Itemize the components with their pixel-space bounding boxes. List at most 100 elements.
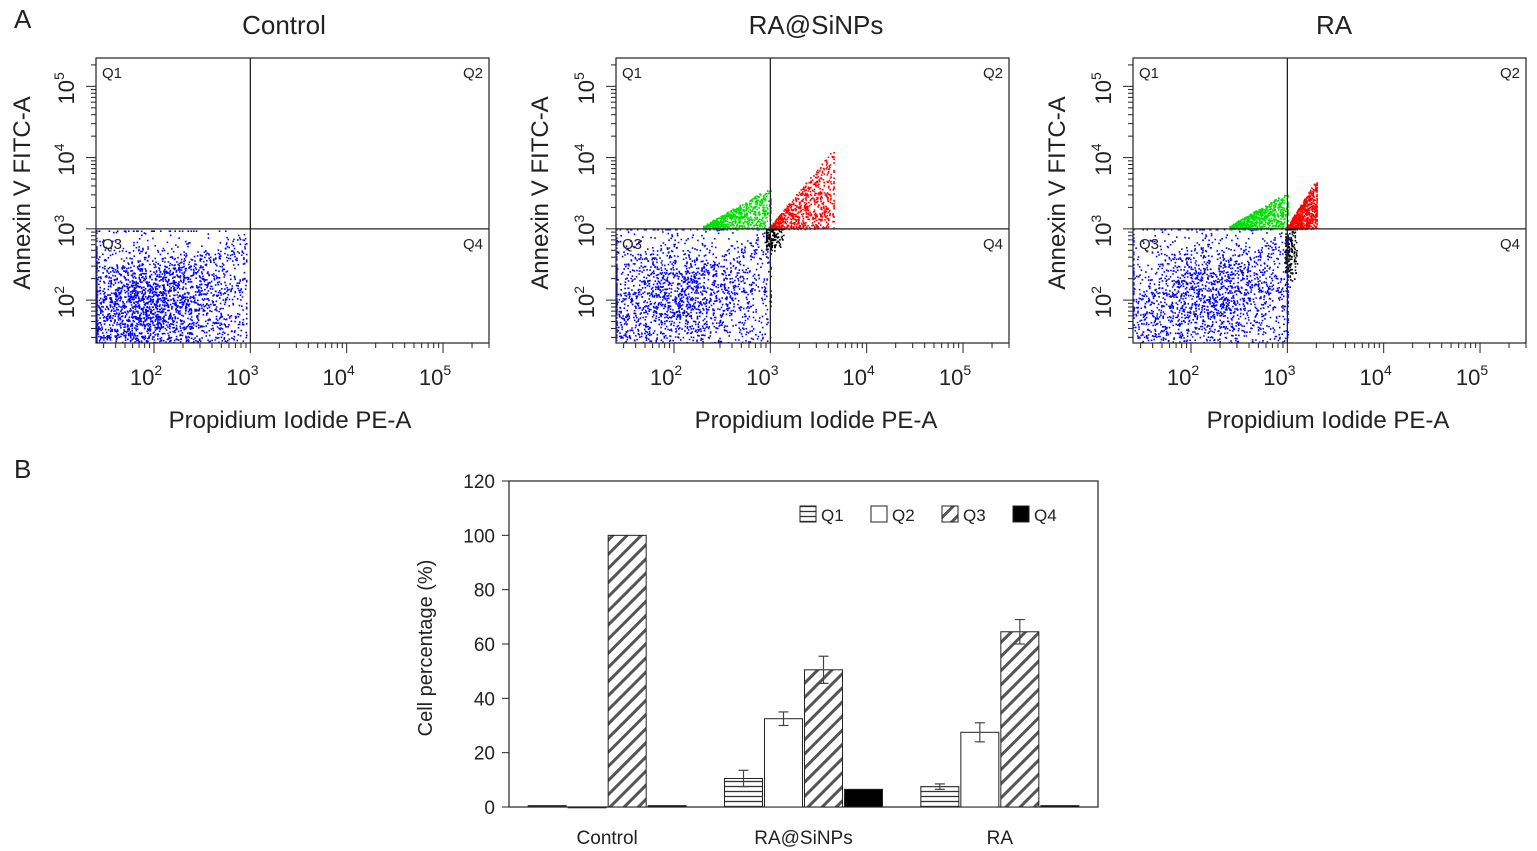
panel-label-b: B bbox=[14, 454, 31, 484]
y-tick-label: 120 bbox=[463, 472, 495, 493]
scatter-dots bbox=[1285, 228, 1299, 290]
y-tick-label: 102 bbox=[1088, 286, 1116, 318]
y-tick-label: 105 bbox=[1088, 72, 1116, 104]
bar-q3 bbox=[607, 534, 647, 808]
population-q1 bbox=[703, 190, 772, 231]
y-tick-label: 103 bbox=[1088, 215, 1116, 247]
scatter-dots bbox=[616, 228, 772, 343]
y-tick-label: 103 bbox=[51, 215, 79, 247]
y-tick-label: 104 bbox=[1088, 143, 1116, 175]
flow-plot-ra-sinps: RA@SiNPs Q1 Q2 Q3 Q4 102 103 104 105 102 103 104 10… bbox=[527, 10, 1010, 434]
y-axis-label: Annexin V FITC-A bbox=[1044, 96, 1071, 289]
x-tick-label: 104 bbox=[1360, 362, 1392, 390]
y-tick-label: 102 bbox=[571, 286, 599, 318]
legend-swatch-q4 bbox=[1012, 505, 1030, 523]
legend-label-q3: Q3 bbox=[963, 506, 986, 525]
y-tick-label: 100 bbox=[463, 526, 495, 547]
y-tick-label: 103 bbox=[571, 215, 599, 247]
quadrant-label-q2: Q2 bbox=[463, 65, 483, 82]
scatter-dots bbox=[96, 230, 248, 343]
x-category-label: Control bbox=[577, 828, 638, 849]
x-tick-label: 102 bbox=[1167, 362, 1199, 390]
bar-q2 bbox=[764, 718, 803, 808]
legend-swatch-q2 bbox=[870, 505, 888, 523]
scatter-dots bbox=[770, 152, 835, 231]
x-tick-label: 103 bbox=[746, 362, 778, 390]
quadrant-label-q3: Q3 bbox=[102, 236, 122, 253]
legend-swatch-q3 bbox=[941, 505, 959, 523]
quadrant-label-q4: Q4 bbox=[463, 236, 483, 253]
y-tick-label: 60 bbox=[474, 635, 495, 656]
scatter-dots bbox=[1133, 228, 1289, 343]
quadrant-label-q1: Q1 bbox=[102, 65, 122, 82]
x-tick-label: 105 bbox=[419, 362, 451, 390]
scatter-dots bbox=[1287, 182, 1318, 231]
bar-chart-cell-percentage: Cell percentage (%) 0 20 40 60 80 100 120 Contr… bbox=[415, 472, 1099, 849]
y-axis-label: Cell percentage (%) bbox=[415, 560, 437, 737]
population-q3 bbox=[1133, 228, 1289, 343]
quadrant-label-q2: Q2 bbox=[983, 65, 1003, 82]
flow-plot-title: Control bbox=[242, 10, 326, 40]
scatter-points bbox=[1133, 182, 1318, 343]
panel-label-a: A bbox=[14, 4, 32, 34]
population-q4 bbox=[765, 228, 785, 258]
quadrant-label-q4: Q4 bbox=[983, 236, 1003, 253]
legend-label-q1: Q1 bbox=[821, 506, 844, 525]
y-tick-label: 104 bbox=[51, 143, 79, 175]
flow-plot-ra: RA Q1 Q2 Q3 Q4 102 103 104 105 102 103 104 105 Prop… bbox=[1044, 10, 1527, 434]
y-axis-label: Annexin V FITC-A bbox=[527, 96, 554, 289]
flow-plot-title: RA@SiNPs bbox=[749, 10, 884, 40]
population-q3 bbox=[96, 230, 248, 343]
population-q3 bbox=[616, 228, 772, 343]
scatter-dots bbox=[765, 228, 785, 258]
x-tick-label: 105 bbox=[1456, 362, 1488, 390]
scatter-points bbox=[96, 230, 248, 343]
y-tick-label: 105 bbox=[571, 72, 599, 104]
scatter-dots bbox=[703, 190, 772, 231]
x-axis-label: Propidium Iodide PE-A bbox=[169, 407, 412, 434]
quadrant-label-q3: Q3 bbox=[1139, 236, 1159, 253]
x-category-label: RA@SiNPs bbox=[754, 828, 852, 849]
population-q4 bbox=[1285, 228, 1299, 290]
bar-q3 bbox=[1000, 631, 1040, 808]
y-tick-label: 20 bbox=[474, 744, 495, 765]
population-q1 bbox=[1229, 194, 1289, 231]
quadrant-label-q4: Q4 bbox=[1500, 236, 1520, 253]
flow-plot-title: RA bbox=[1316, 10, 1353, 40]
bar-q3 bbox=[804, 669, 843, 808]
bar-q4 bbox=[647, 805, 687, 808]
y-tick-label: 102 bbox=[51, 286, 79, 318]
x-tick-label: 104 bbox=[843, 362, 875, 390]
x-tick-label: 102 bbox=[650, 362, 682, 390]
legend-swatch-q1 bbox=[799, 505, 817, 523]
population-q2 bbox=[1287, 182, 1318, 231]
scatter-dots bbox=[1229, 194, 1289, 231]
bar-q2 bbox=[960, 731, 1000, 808]
y-axis-label: Annexin V FITC-A bbox=[9, 96, 36, 289]
x-tick-label: 103 bbox=[1263, 362, 1295, 390]
plot-border bbox=[1132, 57, 1527, 344]
y-tick-label: 80 bbox=[474, 581, 495, 602]
bar-q2 bbox=[567, 806, 607, 809]
x-axis-label: Propidium Iodide PE-A bbox=[1207, 407, 1450, 434]
plot-frame: Q1 Q2 Q3 Q4 102 103 104 105 102 103 104 105 bbox=[51, 57, 490, 390]
x-category-label: RA bbox=[987, 828, 1014, 849]
bar-q4 bbox=[844, 788, 883, 808]
x-tick-label: 102 bbox=[130, 362, 162, 390]
y-tick-label: 104 bbox=[571, 143, 599, 175]
scatter-points bbox=[616, 152, 835, 343]
legend-label-q4: Q4 bbox=[1034, 506, 1057, 525]
bar-q4 bbox=[1040, 805, 1080, 808]
y-tick-label: 105 bbox=[51, 72, 79, 104]
y-tick-label: 0 bbox=[484, 798, 495, 819]
quadrant-label-q1: Q1 bbox=[1139, 65, 1159, 82]
x-tick-label: 105 bbox=[939, 362, 971, 390]
x-tick-label: 104 bbox=[323, 362, 355, 390]
legend-label-q2: Q2 bbox=[892, 506, 915, 525]
quadrant-label-q1: Q1 bbox=[622, 65, 642, 82]
plot-frame: Q1 Q2 Q3 Q4 102 103 104 105 102 103 104 105 bbox=[571, 57, 1010, 390]
population-q2 bbox=[770, 152, 835, 231]
flow-plot-control: Control Q1 Q2 Q3 Q4 102 103 104 105 102 103 104 105… bbox=[9, 10, 490, 434]
bar-q1 bbox=[527, 805, 567, 808]
